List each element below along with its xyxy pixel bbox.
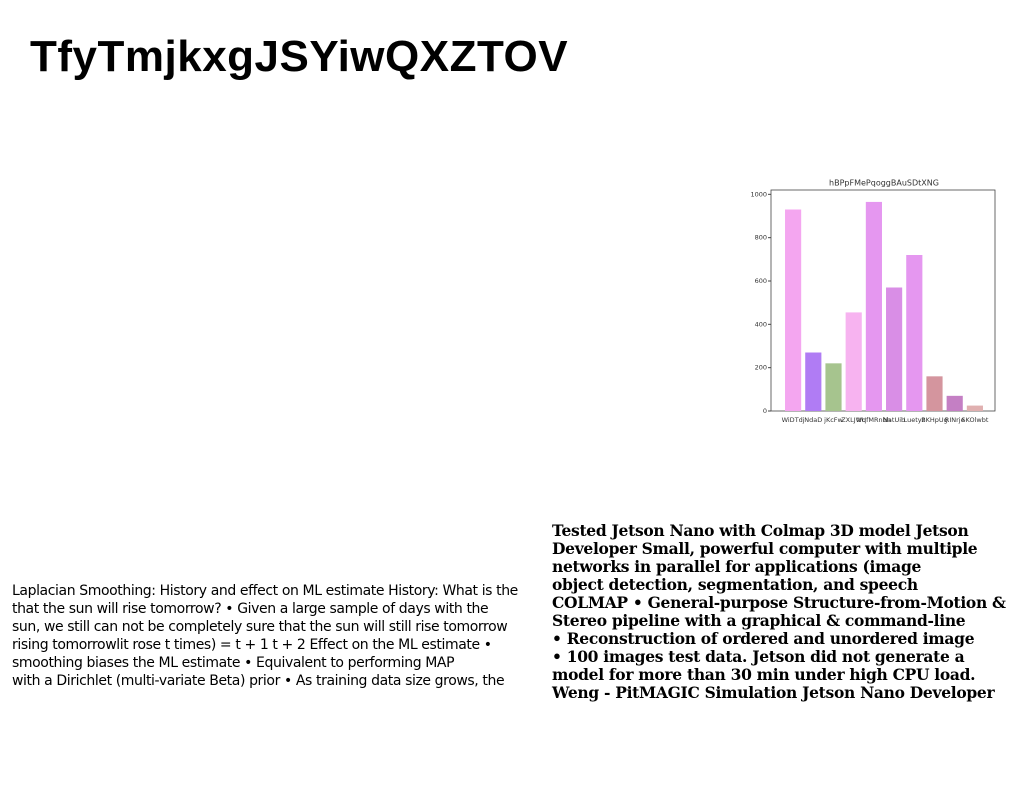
x-tick-label: VUfMRnbh [857, 416, 891, 424]
bar [865, 201, 882, 411]
x-tick-label: Luetyz [904, 416, 926, 424]
x-tick-label: jKcFw [823, 416, 843, 424]
bar [805, 352, 822, 411]
x-tick-label: NatUib [883, 416, 905, 424]
text-line: • 100 images test data. Jetson did not g… [552, 647, 965, 666]
bar [785, 209, 802, 411]
text-line: Laplacian Smoothing: History and effect … [12, 583, 518, 599]
text-line: COLMAP • General-purpose Structure-from-… [552, 593, 1006, 612]
slide-title: TfyTmjkxgJSYiwQXZTOV [30, 32, 569, 81]
x-tick-label: NdaD [804, 416, 822, 424]
text-line: Weng - PitMAGIC Simulation Jetson Nano D… [552, 683, 995, 702]
text-line: that the sun will rise tomorrow? • Given… [12, 601, 489, 617]
text-line: Developer Small, powerful computer with … [552, 539, 978, 558]
chart: hBPpFMePqoggBAuSDtXNG 0 200 400 600 800 1000 W… [750, 179, 996, 424]
bar [926, 376, 943, 411]
text-line: with a Dirichlet (multi-variate Beta) pr… [12, 673, 505, 689]
text-line: sun, we still can not be completely sure… [12, 619, 508, 635]
x-tick-label: BKHpUg [921, 416, 948, 424]
y-tick-label: 400 [755, 320, 767, 328]
x-tick-label: ZXLJWq [841, 416, 866, 424]
bar [845, 312, 862, 411]
x-tick-label: WiDTdj [782, 416, 805, 424]
x-tick-label: RINrje [945, 416, 965, 424]
y-tick-label: 800 [755, 234, 767, 242]
text-line: smoothing biases the ML estimate • Equiv… [12, 655, 455, 671]
chart-title: hBPpFMePqoggBAuSDtXNG [829, 179, 939, 188]
y-tick-label: 200 [755, 364, 767, 372]
text-line: rising tomorrowlit rose t times) = t + 1… [12, 637, 492, 653]
text-line: model for more than 30 min under high CP… [552, 665, 976, 684]
text-line: Tested Jetson Nano with Colmap 3D model … [552, 521, 969, 540]
y-tick-label: 0 [763, 407, 767, 415]
plot-frame [770, 189, 996, 412]
bar [946, 395, 963, 411]
bar [825, 363, 842, 411]
y-tick-label: 600 [755, 277, 767, 285]
bar [966, 405, 983, 411]
y-tick-label: 1000 [750, 190, 767, 198]
right-text: Tested Jetson Nano with Colmap 3D model … [552, 522, 1006, 702]
text-line: networks in parallel for applications (i… [552, 557, 922, 576]
bar [886, 287, 903, 411]
text-line: • Reconstruction of ordered and unordere… [552, 629, 975, 648]
text-line: Stereo pipeline with a graphical & comma… [552, 611, 966, 630]
x-tick-label: SKOlwbt [961, 416, 988, 424]
text-line: object detection, segmentation, and spee… [552, 575, 918, 594]
bar [906, 255, 923, 411]
left-text: Laplacian Smoothing: History and effect … [12, 582, 518, 690]
